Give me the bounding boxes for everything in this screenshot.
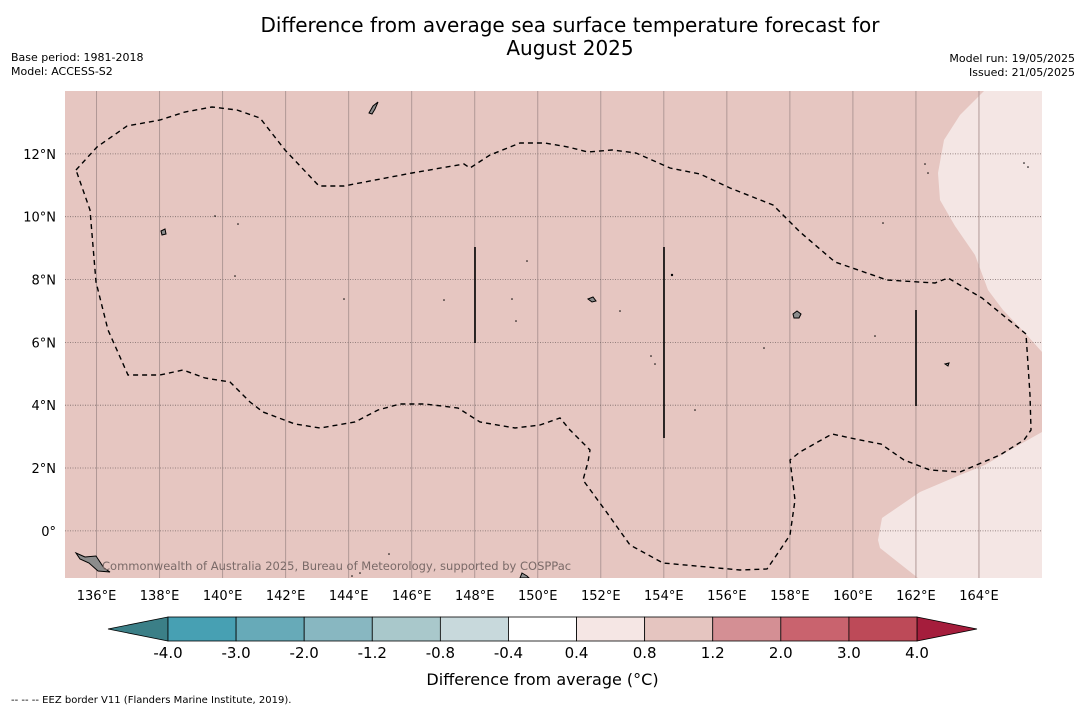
lat-tick-label: 6°N — [32, 336, 57, 351]
colorbar-over-arrow — [916, 616, 978, 642]
vertical-markers — [474, 247, 917, 438]
colorbar-tick-label: -3.0 — [221, 644, 250, 662]
lon-tick-label: 138°E — [140, 589, 180, 604]
lon-tick-label: 142°E — [266, 589, 306, 604]
lat-tick-label: 8°N — [32, 274, 57, 289]
colorbar: -4.0 -3.0 -2.0 -1.2 -0.8 -0.4 0.4 0.8 1.2 2.0 3.0 4… — [107, 616, 978, 662]
colorbar-tick-label: -0.8 — [426, 644, 455, 662]
lon-tick-label: 146°E — [392, 589, 432, 604]
colorbar-segment — [576, 616, 646, 642]
colorbar-tick-label: 1.2 — [701, 644, 725, 662]
colorbar-segment — [167, 616, 237, 642]
eez-footnote: -- -- -- EEZ border V11 (Flanders Marine… — [11, 695, 292, 706]
lat-tick-label: 0° — [41, 525, 56, 540]
meta-right: Model run: 19/05/2025 Issued: 21/05/2025 — [949, 52, 1075, 80]
lon-tick-label: 144°E — [329, 589, 369, 604]
anomaly-region-northeast — [938, 91, 1042, 352]
copyright-watermark: Commonwealth of Australia 2025, Bureau o… — [102, 559, 571, 573]
colorbar-tick-label: -0.4 — [494, 644, 523, 662]
colorbar-tick-label: -2.0 — [290, 644, 319, 662]
colorbar-segment — [439, 616, 509, 642]
colorbar-segment — [371, 616, 441, 642]
colorbar-segment — [780, 616, 850, 642]
colorbar-tick-label: 4.0 — [905, 644, 929, 662]
model-run: Model run: 19/05/2025 — [949, 52, 1075, 65]
title-line-1: Difference from average sea surface temp… — [260, 13, 880, 37]
lon-tick-label: 154°E — [644, 589, 684, 604]
island-chuuk — [586, 296, 597, 303]
lon-tick-label: 140°E — [203, 589, 243, 604]
lon-tick-label: 162°E — [896, 589, 936, 604]
issued-date: Issued: 21/05/2025 — [968, 66, 1075, 79]
lat-tick-label: 2°N — [32, 462, 57, 477]
model-name: Model: ACCESS-S2 — [11, 65, 113, 78]
colorbar-segment — [848, 616, 918, 642]
title-line-2: August 2025 — [506, 36, 634, 60]
colorbar-segment — [508, 616, 577, 642]
base-period: Base period: 1981-2018 — [11, 51, 144, 64]
colorbar-tick-label: -1.2 — [358, 644, 387, 662]
colorbar-under-arrow — [107, 616, 169, 642]
lon-tick-label: 164°E — [959, 589, 999, 604]
lat-tick-label: 12°N — [23, 148, 56, 163]
colorbar-tick-label: 3.0 — [837, 644, 861, 662]
anomaly-region-southeast — [878, 432, 1042, 578]
graticule — [65, 91, 1042, 578]
colorbar-segment — [303, 616, 373, 642]
lon-tick-label: 152°E — [581, 589, 621, 604]
chart-title: Difference from average sea surface temp… — [0, 14, 1085, 60]
colorbar-segment — [235, 616, 305, 642]
colorbar-segment — [644, 616, 714, 642]
colorbar-tick-label: 2.0 — [769, 644, 793, 662]
lat-tick-label: 10°N — [23, 211, 56, 226]
meta-left: Base period: 1981-2018 Model: ACCESS-S2 — [11, 51, 143, 79]
colorbar-label: Difference from average (°C) — [426, 670, 659, 689]
lon-tick-label: 136°E — [77, 589, 117, 604]
island-specks — [214, 162, 1029, 577]
ocean-anomaly-field — [65, 91, 1042, 578]
lon-tick-label: 148°E — [455, 589, 495, 604]
lat-tick-label: 4°N — [32, 399, 57, 414]
lon-tick-label: 156°E — [707, 589, 747, 604]
lon-tick-label: 158°E — [770, 589, 810, 604]
map-area: Commonwealth of Australia 2025, Bureau o… — [65, 91, 1042, 578]
island-east-1 — [943, 362, 950, 367]
lon-tick-label: 150°E — [518, 589, 558, 604]
colorbar-tick-label: 0.8 — [633, 644, 657, 662]
islands — [74, 101, 950, 578]
lon-tick-label: 160°E — [833, 589, 873, 604]
island-guam — [368, 101, 379, 115]
axis-tick-labels: 136°E 138°E 140°E 142°E 144°E 146°E 148°E 150°E… — [23, 148, 999, 604]
island-pohnpei — [792, 310, 802, 319]
island-png-west — [74, 551, 111, 573]
island-north-1 — [160, 228, 167, 236]
colorbar-tick-label: -4.0 — [153, 644, 182, 662]
colorbar-tick-label: 0.4 — [565, 644, 589, 662]
island-png-east — [519, 572, 530, 578]
colorbar-segment — [712, 616, 782, 642]
